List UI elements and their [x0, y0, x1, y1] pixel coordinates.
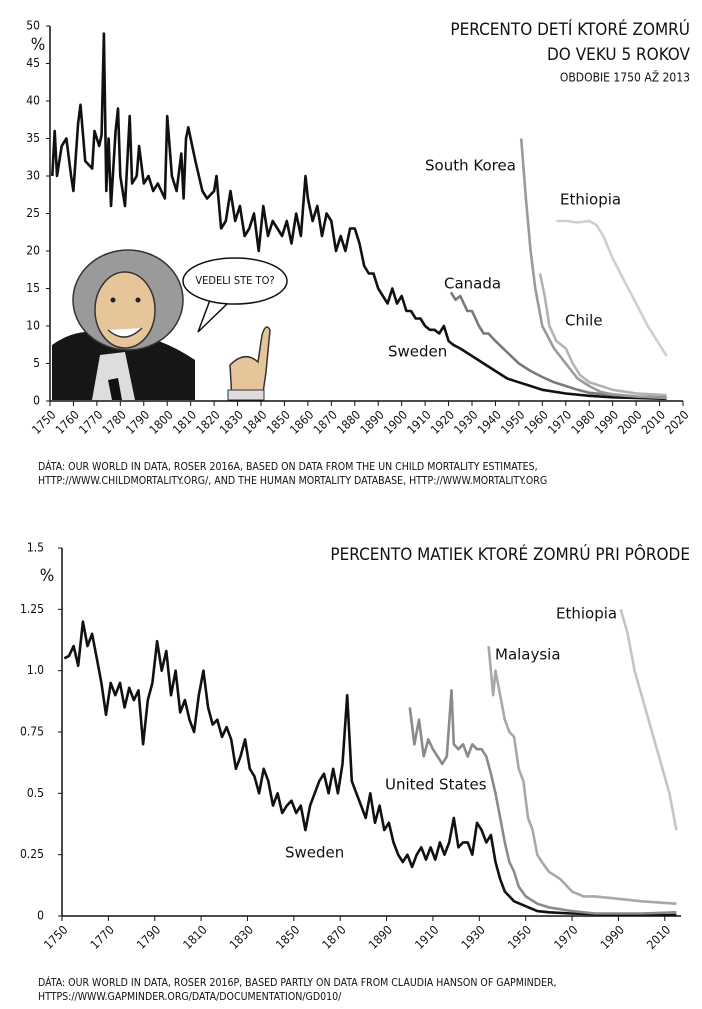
x-tick-label: 1810	[180, 923, 209, 952]
x-tick-label: 1770	[76, 408, 105, 437]
x-tick-label: 1940	[475, 408, 504, 437]
source-note: HTTP://WWW.CHILDMORTALITY.ORG/, AND THE …	[38, 475, 547, 487]
x-tick-label: 1910	[412, 923, 441, 952]
series-line	[538, 273, 667, 397]
series-line	[556, 219, 668, 357]
y-axis-label: %	[40, 566, 55, 586]
y-tick-label: 25	[26, 206, 40, 220]
y-tick-label: 1.25	[20, 602, 44, 616]
x-tick-label: 1830	[217, 408, 246, 437]
chart-title: DO VEKU 5 ROKOV	[547, 45, 690, 65]
series-label: Malaysia	[495, 646, 561, 664]
x-tick-label: 1930	[451, 408, 480, 437]
y-tick-label: 50	[26, 19, 40, 33]
x-tick-label: 1750	[29, 408, 58, 437]
series-label: Canada	[444, 275, 501, 293]
chart-title: PERCENTO MATIEK KTORÉ ZOMRÚ PRI PÔRODE	[330, 543, 690, 565]
y-tick-label: 15	[26, 281, 40, 295]
y-axis-label: %	[31, 35, 46, 55]
speech-bubble: VEDELI STE TO?	[182, 257, 288, 333]
x-tick-label: 1910	[404, 408, 433, 437]
series-line	[449, 291, 667, 399]
x-tick-label: 1810	[170, 408, 199, 437]
x-tick-label: 1870	[311, 408, 340, 437]
speech-text: VEDELI STE TO?	[195, 274, 274, 287]
series-line	[63, 620, 677, 917]
series-label: Ethiopia	[560, 191, 621, 209]
y-tick-label: 5	[33, 356, 40, 370]
source-note: DÁTA: OUR WORLD IN DATA, ROSER 2016A, BA…	[38, 460, 538, 473]
y-tick-label: 0	[33, 394, 40, 408]
series-line	[408, 689, 677, 915]
series-line	[51, 32, 667, 401]
x-tick-label: 1820	[193, 408, 222, 437]
x-tick-label: 1970	[545, 408, 574, 437]
y-tick-label: 40	[26, 94, 40, 108]
x-tick-label: 1980	[568, 408, 597, 437]
series-label: United States	[385, 776, 487, 794]
x-tick-label: 1890	[357, 408, 386, 437]
x-tick-label: 1840	[240, 408, 269, 437]
x-tick-label: 1760	[53, 408, 82, 437]
x-tick-label: 2020	[662, 408, 691, 437]
x-tick-label: 1970	[551, 923, 580, 952]
cartoon-figure	[52, 249, 271, 401]
x-tick-label: 1790	[134, 923, 163, 952]
y-tick-label: 20	[26, 244, 40, 258]
x-tick-label: 2010	[644, 923, 673, 952]
y-tick-label: 10	[26, 319, 40, 333]
y-tick-label: 0.25	[20, 847, 44, 861]
y-tick-label: 1.5	[27, 541, 44, 555]
x-tick-label: 1990	[592, 408, 621, 437]
y-tick-label: 0	[37, 909, 44, 923]
series-label: South Korea	[425, 157, 516, 175]
x-tick-label: 1860	[287, 408, 316, 437]
y-tick-label: 0.75	[20, 725, 44, 739]
x-tick-label: 1770	[88, 923, 117, 952]
source-note: DÁTA: OUR WORLD IN DATA, ROSER 2016P, BA…	[38, 976, 557, 989]
x-tick-label: 1960	[522, 408, 551, 437]
y-tick-label: 45	[26, 56, 40, 70]
x-tick-label: 1790	[123, 408, 152, 437]
y-tick-label: 0.5	[27, 786, 44, 800]
series-line	[487, 645, 677, 905]
chart-title: PERCENTO DETÍ KTORÉ ZOMRÚ	[450, 18, 690, 40]
series-label: Ethiopia	[556, 605, 617, 623]
source-note: HTTPS://WWW.GAPMINDER.ORG/DATA/DOCUMENTA…	[38, 991, 342, 1003]
x-tick-label: 1890	[366, 923, 395, 952]
x-tick-label: 1800	[146, 408, 175, 437]
x-tick-label: 1930	[459, 923, 488, 952]
x-tick-label: 1850	[273, 923, 302, 952]
x-tick-label: 1900	[381, 408, 410, 437]
x-tick-label: 1780	[100, 408, 129, 437]
x-tick-label: 1830	[227, 923, 256, 952]
x-tick-label: 1950	[505, 923, 534, 952]
x-tick-label: 1870	[319, 923, 348, 952]
x-tick-label: 1920	[428, 408, 457, 437]
x-tick-label: 1950	[498, 408, 527, 437]
chart-subtitle: OBDOBIE 1750 AŽ 2013	[560, 70, 690, 85]
x-tick-label: 2000	[615, 408, 644, 437]
series-line	[619, 608, 678, 831]
series-label: Sweden	[285, 844, 344, 862]
series-label: Chile	[565, 312, 603, 330]
x-tick-label: 1880	[334, 408, 363, 437]
x-tick-label: 1850	[264, 408, 293, 437]
x-tick-label: 1990	[598, 923, 627, 952]
y-tick-label: 35	[26, 131, 40, 145]
x-tick-label: 1750	[41, 923, 70, 952]
y-tick-label: 30	[26, 169, 40, 183]
x-tick-label: 2010	[639, 408, 668, 437]
y-tick-label: 1.0	[27, 663, 44, 677]
series-line	[519, 138, 667, 400]
series-label: Sweden	[388, 343, 447, 361]
